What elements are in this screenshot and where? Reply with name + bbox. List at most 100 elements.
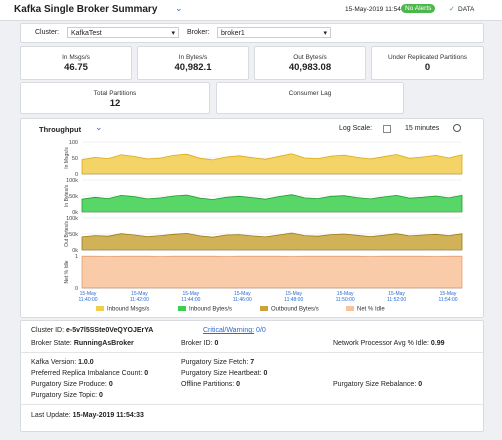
throughput-dropdown[interactable]: ⌄ — [95, 122, 103, 132]
broker-value: broker1 — [221, 30, 245, 37]
legend-label: Inbound Msgs/s — [107, 307, 149, 313]
separator — [21, 404, 483, 405]
select-arrow: ▾ — [323, 30, 327, 37]
x-tick-date: 15-May — [285, 291, 302, 297]
area — [81, 153, 463, 175]
details-panel: Cluster ID: e-5v7l5SSte0VeQYOJErYA Criti… — [20, 320, 484, 432]
log-scale-label: Log Scale: — [339, 125, 373, 132]
area — [81, 232, 463, 251]
throughput-title: Throughput — [39, 125, 82, 134]
detail-value: 0 — [144, 370, 149, 377]
x-tick-time: 11:54:00 — [438, 297, 457, 303]
y-tick-label: 100 — [69, 140, 78, 146]
x-tick-time: 11:40:00 — [78, 297, 97, 303]
select-arrow: ▾ — [171, 30, 175, 37]
detail-item: Purgatory Size Topic: 0 — [31, 392, 103, 399]
filter-bar: Cluster: KafkaTest ▾ Broker: broker1 ▾ — [20, 23, 484, 43]
detail-value: 0.99 — [430, 340, 445, 347]
detail-label: Offline Partitions: — [181, 381, 235, 388]
y-tick-label: 100k — [66, 216, 78, 222]
x-tick-date: 15-May — [131, 291, 148, 297]
detail-label: Purgatory Size Rebalance: — [333, 381, 417, 388]
x-tick-date: 15-May — [234, 291, 251, 297]
y-tick-label: 0 — [75, 172, 78, 178]
detail-item: Network Processor Avg % Idle: 0.99 — [333, 340, 445, 347]
kpi-card: Consumer Lag — [216, 82, 404, 114]
legend-label: Inbound Bytes/s — [189, 307, 232, 313]
critical-warning-link[interactable]: Critical/Warning: — [203, 327, 255, 334]
area — [81, 194, 463, 213]
broker-select[interactable]: broker1 ▾ — [217, 27, 331, 38]
detail-label: Cluster ID: — [31, 327, 65, 334]
y-tick-label: 50k — [69, 194, 78, 200]
detail-value: e-5v7l5SSte0VeQYOJErYA — [66, 327, 154, 334]
timestamp: 15-May-2019 11:54 — [345, 6, 401, 13]
detail-value: 0 — [98, 392, 103, 399]
detail-value: 1.0.0 — [78, 359, 94, 366]
kpi-label: Total Partitions — [93, 90, 137, 97]
detail-label: Purgatory Size Produce: — [31, 381, 107, 388]
x-tick-time: 11:42:00 — [130, 297, 149, 303]
detail-value: 15-May-2019 11:54:33 — [72, 412, 144, 419]
detail-label: Network Processor Avg % Idle: — [333, 340, 429, 347]
alert-badge[interactable]: No Alerts — [401, 4, 436, 13]
cluster-select[interactable]: KafkaTest ▾ — [67, 27, 179, 38]
check-icon: ✓ — [449, 6, 455, 13]
kpi-label: In Bytes/s — [178, 54, 208, 61]
detail-item: Purgatory Size Heartbeat: 0 — [181, 370, 267, 377]
detail-item: Preferred Replica Imbalance Count: 0 — [31, 370, 148, 377]
x-tick-time: 11:52:00 — [387, 297, 406, 303]
kpi-value: 46.75 — [64, 62, 88, 73]
y-tick-label: 0k — [72, 210, 78, 216]
kpi-value: 40,983.08 — [288, 62, 332, 73]
legend-swatch — [178, 306, 186, 311]
kpi-card: Out Bytes/s 40,983.08 — [254, 46, 366, 80]
cluster-value: KafkaTest — [71, 30, 102, 37]
detail-item: Kafka Version: 1.0.0 — [31, 359, 94, 366]
broker-label: Broker: — [187, 29, 210, 36]
kpi-label: Consumer Lag — [288, 90, 332, 97]
legend-label: Outbound Bytes/s — [271, 307, 319, 313]
y-tick-label: 0 — [75, 286, 78, 292]
x-tick-time: 11:48:00 — [284, 297, 303, 303]
x-tick-date: 15-May — [440, 291, 457, 297]
y-tick-label: 100k — [66, 178, 78, 184]
last-update: Last Update: 15-May-2019 11:54:33 — [31, 412, 144, 419]
title-dropdown[interactable]: ⌄ — [175, 3, 183, 13]
detail-label: Kafka Version: — [31, 359, 77, 366]
detail-item: Critical/Warning: 0/0 — [203, 327, 266, 334]
detail-value: 0 — [214, 340, 219, 347]
kpi-value: 40,982.1 — [174, 62, 212, 73]
detail-item: Broker ID: 0 — [181, 340, 218, 347]
x-tick-date: 15-May — [388, 291, 405, 297]
detail-label: Last Update: — [31, 412, 71, 419]
clock-icon[interactable] — [453, 124, 461, 132]
header-bar: Kafka Single Broker Summary ⌄ 15-May-201… — [0, 0, 502, 21]
kpi-label: Under Replicated Partitions — [387, 54, 468, 61]
detail-value: RunningAsBroker — [73, 340, 134, 347]
cluster-label: Cluster: — [35, 29, 60, 36]
kpi-card: Under Replicated Partitions 0 — [371, 46, 484, 80]
detail-item: Purgatory Size Fetch: 7 — [181, 359, 254, 366]
log-scale-checkbox[interactable] — [383, 125, 391, 133]
detail-value: 0 — [236, 381, 241, 388]
x-tick-time: 11:44:00 — [181, 297, 200, 303]
legend-swatch — [260, 306, 268, 311]
legend-label: Net % Idle — [357, 307, 385, 313]
detail-item: Purgatory Size Rebalance: 0 — [333, 381, 422, 388]
y-axis-label: Net % Idle — [64, 260, 70, 283]
x-tick-time: 11:46:00 — [233, 297, 252, 303]
detail-label: Broker ID: — [181, 340, 213, 347]
detail-value: 0 — [108, 381, 113, 388]
y-tick-label: 50 — [72, 156, 78, 162]
time-range[interactable]: 15 minutes — [405, 125, 440, 132]
detail-item: Purgatory Size Produce: 0 — [31, 381, 113, 388]
detail-item: Cluster ID: e-5v7l5SSte0VeQYOJErYA — [31, 327, 153, 334]
detail-value: 7 — [250, 359, 255, 366]
kpi-card: In Msgs/s 46.75 — [20, 46, 132, 80]
detail-label: Purgatory Size Topic: — [31, 392, 98, 399]
y-tick-label: 0k — [72, 248, 78, 254]
page-title: Kafka Single Broker Summary — [14, 4, 158, 15]
kpi-label: Out Bytes/s — [293, 54, 327, 61]
